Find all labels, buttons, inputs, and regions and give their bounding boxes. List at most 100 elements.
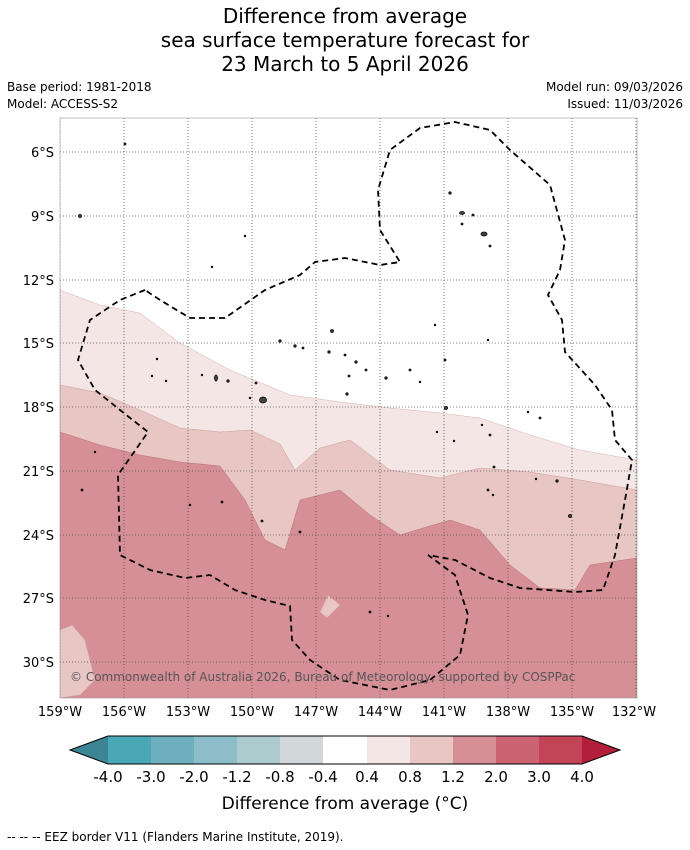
eez-border [77, 121, 633, 691]
island-dot [298, 530, 302, 534]
title-line-1: Difference from average [222, 4, 468, 28]
island-dot [368, 610, 372, 614]
base-period: Base period: 1981-2018 [7, 80, 152, 94]
island-dot [243, 234, 247, 238]
lon-label: 144°W [358, 705, 402, 720]
colorbar-segment [539, 736, 582, 764]
lat-label: 27°S [23, 592, 54, 607]
island-dot [568, 514, 572, 518]
lat-label: 12°S [23, 274, 54, 289]
island-dot [260, 519, 264, 523]
island-dot [200, 373, 204, 377]
model-name: Model: ACCESS-S2 [7, 97, 119, 111]
colorbar-segment [280, 736, 323, 764]
colorbar-tick: 0.4 [355, 768, 379, 786]
colorbar-high-extension [582, 736, 620, 764]
colorbar-ticks: -4.0 -3.0 -2.0 -1.2 -0.8 -0.4 0.4 0.8 1.… [93, 768, 594, 786]
island-dot [345, 392, 349, 396]
lat-label: 9°S [31, 210, 54, 225]
island-dot [364, 368, 368, 372]
island-dot [534, 477, 538, 481]
colorbar-segment [410, 736, 453, 764]
island-dot [460, 222, 464, 226]
island-dot [488, 433, 492, 437]
longitude-labels: 159°W 156°W 153°W 150°W 147°W 144°W 141°… [38, 705, 656, 720]
colorbar-low-extension [70, 736, 108, 764]
islands [78, 142, 572, 618]
island-dot [354, 360, 358, 364]
island-dot [448, 191, 452, 195]
island-dot [386, 614, 390, 618]
lon-label: 156°W [102, 705, 146, 720]
map-area: © Commonwealth of Australia 2026, Bureau… [60, 118, 637, 698]
island-dot [435, 430, 439, 434]
island-dot [480, 231, 488, 237]
colorbar-tick: 0.8 [398, 768, 422, 786]
island-dot [347, 374, 351, 378]
map-title: Difference from average sea surface temp… [0, 4, 690, 76]
island-dot [301, 346, 305, 350]
island-dot [488, 244, 492, 248]
colorbar-tick: 1.2 [441, 768, 465, 786]
colorbar-tick: 4.0 [570, 768, 594, 786]
island-dot [433, 323, 437, 327]
island-dot [214, 374, 218, 382]
island-dot [384, 376, 388, 380]
colorbar-tick: 2.0 [484, 768, 508, 786]
island-dot [188, 503, 192, 507]
island-dot [123, 142, 127, 146]
island-dot [408, 368, 412, 372]
colorbar-tick: -3.0 [136, 768, 165, 786]
colorbar-segment [194, 736, 237, 764]
island-dot [480, 423, 484, 427]
island-dot [93, 450, 97, 454]
lat-label: 30°S [23, 656, 54, 671]
island-dot [491, 493, 495, 497]
graticule [60, 118, 637, 698]
island-dot [418, 380, 422, 384]
copyright-notice: © Commonwealth of Australia 2026, Bureau… [70, 670, 575, 684]
island-dot [220, 500, 224, 504]
anomaly-band-1.2-2.0 [60, 431, 637, 698]
lat-label: 24°S [23, 529, 54, 544]
lon-label: 159°W [38, 705, 82, 720]
lon-label: 132°W [612, 705, 656, 720]
lon-label: 147°W [294, 705, 338, 720]
colorbar-segment [453, 736, 496, 764]
island-dot [330, 329, 334, 333]
lat-label: 15°S [23, 337, 54, 352]
island-dot [278, 339, 282, 343]
island-dot [444, 406, 448, 410]
title-line-2: sea surface temperature forecast for [160, 28, 530, 52]
island-dot [155, 357, 159, 361]
island-dot [343, 353, 347, 357]
eez-legend: -- -- -- EEZ border V11 (Flanders Marine… [7, 830, 344, 844]
colorbar-tick: -4.0 [93, 768, 122, 786]
map-frame [59, 117, 638, 699]
colorbar-segment [237, 736, 280, 764]
lon-label: 135°W [550, 705, 594, 720]
colorbar-tick: -1.2 [222, 768, 251, 786]
island-dot [293, 344, 297, 348]
island-dot [443, 358, 447, 362]
model-run: Model run: 09/03/2026 [545, 80, 683, 94]
island-dot [492, 465, 496, 469]
lon-label: 153°W [166, 705, 210, 720]
island-dot [486, 488, 490, 492]
island-dot [259, 396, 267, 404]
lon-label: 150°W [230, 705, 274, 720]
colorbar: -4.0 -3.0 -2.0 -1.2 -0.8 -0.4 0.4 0.8 1.… [68, 735, 622, 786]
lat-label: 18°S [23, 401, 54, 416]
colorbar-tick: -0.8 [265, 768, 294, 786]
colorbar-segment [108, 736, 151, 764]
island-dot [210, 265, 214, 269]
colorbar-segment [323, 736, 367, 764]
island-dot [486, 338, 490, 342]
meta-left: Base period: 1981-2018 Model: ACCESS-S2 [7, 79, 152, 113]
lon-label: 138°W [486, 705, 530, 720]
island-dot [164, 379, 168, 383]
island-dot [452, 439, 456, 443]
colorbar-segment [151, 736, 194, 764]
island-dot [226, 379, 230, 383]
